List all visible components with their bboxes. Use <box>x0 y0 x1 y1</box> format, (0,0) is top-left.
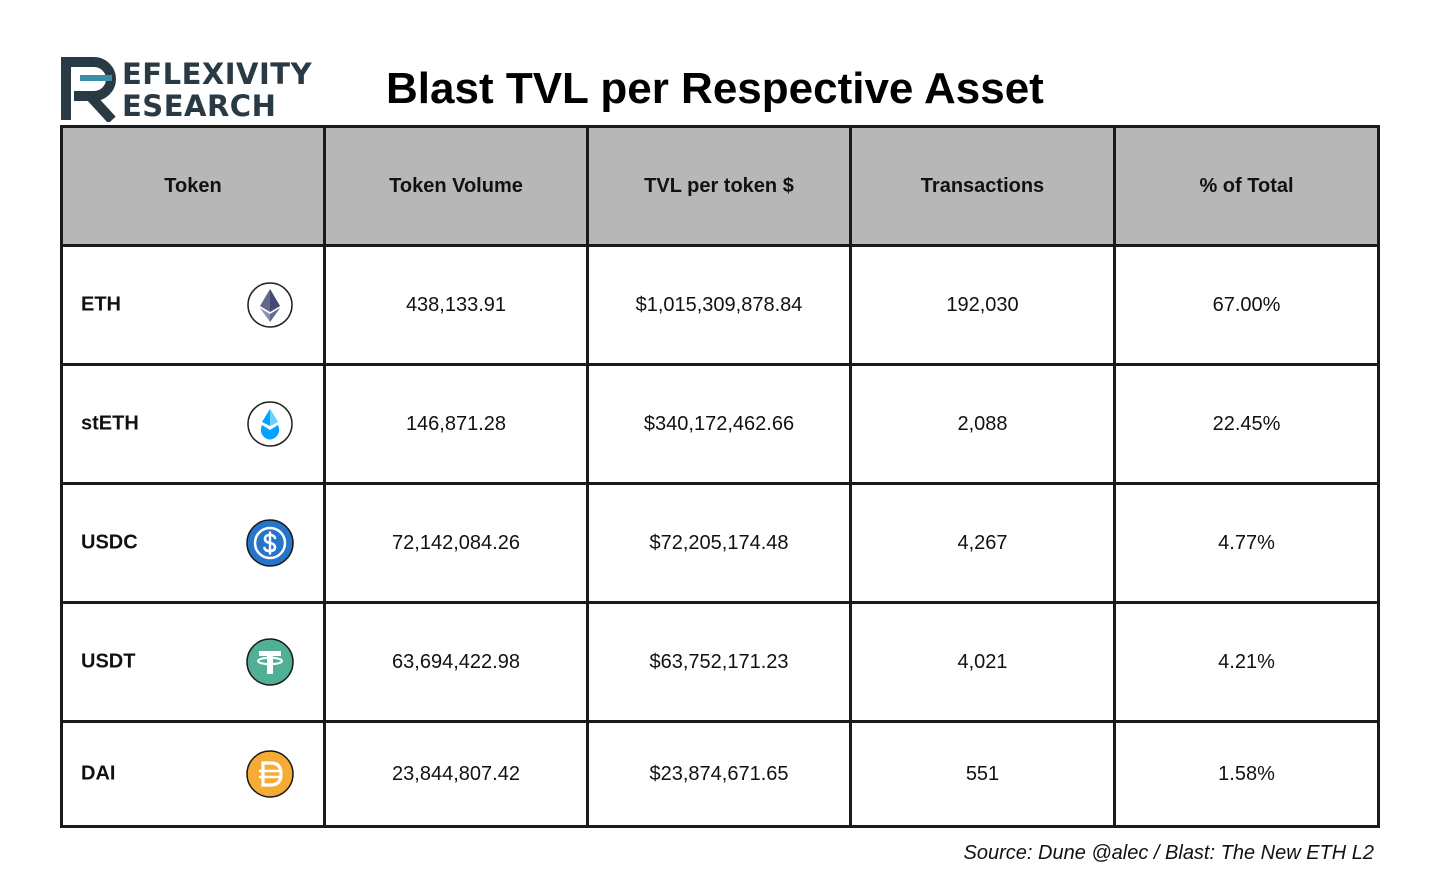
pct-total: 1.58% <box>1113 720 1380 828</box>
token-name: ETH <box>81 293 121 316</box>
token-cell: USDC <box>60 482 326 604</box>
token-volume: 438,133.91 <box>323 244 589 366</box>
token-name: stETH <box>81 412 139 435</box>
transactions: 2,088 <box>849 363 1116 485</box>
table-row: stETH 146,871.28 $340,172,462.66 2,088 2… <box>60 363 1380 485</box>
tvl-value: $340,172,462.66 <box>586 363 852 485</box>
pct-total: 67.00% <box>1113 244 1380 366</box>
table-row: ETH 438,133.91 $1,015,309,878.84 192,030… <box>60 244 1380 366</box>
tvl-table: Token Token Volume TVL per token $ Trans… <box>60 125 1380 828</box>
tvl-value: $1,015,309,878.84 <box>586 244 852 366</box>
header-pct-total: % of Total <box>1113 125 1380 247</box>
token-name: DAI <box>81 762 116 785</box>
usdt-icon <box>246 638 294 686</box>
pct-total: 4.21% <box>1113 601 1380 723</box>
dai-icon <box>246 750 294 798</box>
token-cell: USDT <box>60 601 326 723</box>
token-volume: 72,142,084.26 <box>323 482 589 604</box>
pct-total: 22.45% <box>1113 363 1380 485</box>
logo-line-2: ESEARCH <box>122 89 277 123</box>
transactions: 192,030 <box>849 244 1116 366</box>
header-row: Token Token Volume TVL per token $ Trans… <box>60 125 1380 247</box>
steth-icon <box>247 401 293 447</box>
source-caption: Source: Dune @alec / Blast: The New ETH … <box>963 842 1374 864</box>
token-volume: 23,844,807.42 <box>323 720 589 828</box>
eth-icon <box>247 282 293 328</box>
tvl-value: $72,205,174.48 <box>586 482 852 604</box>
table-row: USDT 63,694,422.98 $63,752,171.23 4,021 … <box>60 601 1380 723</box>
logo-r-icon <box>61 57 116 122</box>
pct-total: 4.77% <box>1113 482 1380 604</box>
token-cell: ETH <box>60 244 326 366</box>
reflexivity-logo: EFLEXIVITY ESEARCH <box>60 56 330 124</box>
tvl-value: $63,752,171.23 <box>586 601 852 723</box>
table-row: DAI 23,844,807.42 $23,874,671.65 551 1.5… <box>60 720 1380 828</box>
tvl-value: $23,874,671.65 <box>586 720 852 828</box>
header-tvl: TVL per token $ <box>586 125 852 247</box>
table-row: USDC 72,142,084.26 $72,205,174.48 4,267 … <box>60 482 1380 604</box>
token-cell: DAI <box>60 720 326 828</box>
transactions: 4,267 <box>849 482 1116 604</box>
transactions: 4,021 <box>849 601 1116 723</box>
header-token: Token <box>60 125 326 247</box>
transactions: 551 <box>849 720 1116 828</box>
header-transactions: Transactions <box>849 125 1116 247</box>
header-token-volume: Token Volume <box>323 125 589 247</box>
token-volume: 63,694,422.98 <box>323 601 589 723</box>
chart-title: Blast TVL per Respective Asset <box>386 64 1044 113</box>
logo-line-1: EFLEXIVITY <box>122 57 313 91</box>
token-volume: 146,871.28 <box>323 363 589 485</box>
token-name: USDC <box>81 531 138 554</box>
usdc-icon <box>246 519 294 567</box>
token-name: USDT <box>81 650 136 673</box>
token-cell: stETH <box>60 363 326 485</box>
